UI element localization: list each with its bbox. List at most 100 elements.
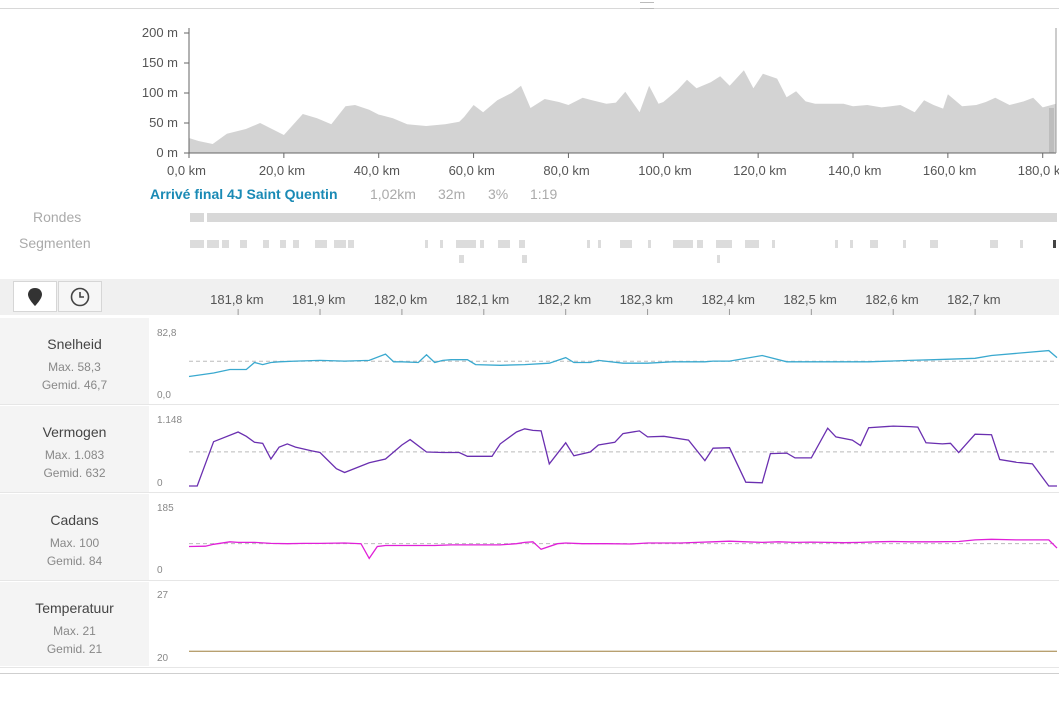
segment-block[interactable] <box>587 240 590 248</box>
power-line <box>189 425 1057 487</box>
segment-block[interactable] <box>930 240 938 248</box>
elevation-x-tick: 40,0 km <box>353 163 400 178</box>
cadence-title: Cadans <box>50 512 99 528</box>
segment-block[interactable] <box>348 240 354 248</box>
segment-block[interactable] <box>222 240 229 248</box>
segment-grade: 3% <box>488 186 509 202</box>
cadence-axis-bottom: 0 <box>157 565 163 576</box>
speed-avg: Gemid. 46,7 <box>41 378 108 392</box>
power-title: Vermogen <box>42 424 107 440</box>
segment-time: 1:19 <box>530 186 558 202</box>
segment-block[interactable] <box>440 240 443 248</box>
cadence-avg: Gemid. 84 <box>46 554 103 568</box>
elevation-y-tick: 150 m <box>141 55 178 70</box>
elevation-chart[interactable] <box>0 10 1059 185</box>
elevation-x-tick: 60,0 km <box>448 163 495 178</box>
segment-block[interactable] <box>673 240 693 248</box>
elevation-x-tick: 160,0 km <box>922 163 977 178</box>
cadence-panel: Cadans Max. 100 Gemid. 84 <box>0 494 149 580</box>
segment-block[interactable] <box>207 240 219 248</box>
segment-block[interactable] <box>293 240 299 248</box>
segment-block[interactable] <box>648 240 651 248</box>
speed-panel: Snelheid Max. 58,3 Gemid. 46,7 <box>0 318 149 404</box>
detail-toolbar <box>0 279 1059 315</box>
segment-block[interactable] <box>850 240 853 248</box>
segment-block[interactable] <box>480 240 484 248</box>
temperature-avg: Gemid. 21 <box>46 642 103 656</box>
segment-block[interactable] <box>315 240 327 248</box>
temperature-max: Max. 21 <box>53 624 96 638</box>
map-pin-icon <box>28 287 42 306</box>
elevation-x-tick: 140,0 km <box>828 163 882 178</box>
elevation-x-tick: 100,0 km <box>638 163 692 178</box>
detail-x-tick: 182,3 km <box>619 292 674 307</box>
segment-block[interactable] <box>1020 240 1023 248</box>
time-mode-button[interactable] <box>58 281 102 312</box>
segment-block[interactable] <box>190 240 204 248</box>
speed-line <box>188 349 1058 378</box>
lap-bar[interactable] <box>207 213 1057 222</box>
elevation-x-tick: 180,0 km <box>1017 163 1059 178</box>
segment-block[interactable] <box>334 240 346 248</box>
lap-bar[interactable] <box>190 213 204 222</box>
segment-block[interactable] <box>498 240 510 248</box>
resize-grip-icon[interactable] <box>640 2 654 9</box>
cadence-line <box>188 538 1058 560</box>
segment-block[interactable] <box>425 240 428 248</box>
detail-x-tick: 182,7 km <box>947 292 1001 307</box>
segment-block[interactable] <box>519 240 525 248</box>
segment-elevation: 32m <box>438 186 466 202</box>
speed-max: Max. 58,3 <box>48 360 101 374</box>
segment-block[interactable] <box>772 240 775 248</box>
temperature-title: Temperatuur <box>35 600 114 616</box>
segment-block[interactable] <box>903 240 906 248</box>
power-avg: Gemid. 632 <box>43 466 106 480</box>
segment-block[interactable] <box>745 240 759 248</box>
segment-block[interactable] <box>598 240 601 248</box>
speed-axis-top: 82,8 <box>157 328 177 339</box>
segments-label: Segmenten <box>19 235 91 251</box>
detail-x-tick: 181,9 km <box>292 292 346 307</box>
clock-icon <box>70 287 90 306</box>
segment-block[interactable] <box>870 240 878 248</box>
elevation-x-tick: 120,0 km <box>733 163 787 178</box>
power-axis-bottom: 0 <box>157 478 163 489</box>
segment-block[interactable] <box>620 240 632 248</box>
segment-block[interactable] <box>456 240 476 248</box>
detail-x-tick: 182,6 km <box>865 292 919 307</box>
segment-block[interactable] <box>263 240 269 248</box>
segment-block[interactable] <box>280 240 286 248</box>
segment-block[interactable] <box>717 255 720 263</box>
elevation-x-tick: 0,0 km <box>167 163 207 178</box>
segment-name[interactable]: Arrivé final 4J Saint Quentin <box>150 186 338 202</box>
segment-block[interactable] <box>1053 240 1056 248</box>
detail-x-tick: 182,5 km <box>783 292 837 307</box>
segment-block[interactable] <box>240 240 247 248</box>
detail-x-tick: 182,1 km <box>455 292 510 307</box>
segment-block[interactable] <box>835 240 838 248</box>
segment-distance: 1,02km <box>370 186 416 202</box>
cadence-axis-top: 185 <box>157 503 174 514</box>
segment-block[interactable] <box>697 240 703 248</box>
cadence-max: Max. 100 <box>49 536 100 550</box>
power-max: Max. 1.083 <box>44 448 105 462</box>
segment-block[interactable] <box>990 240 998 248</box>
laps-label: Rondes <box>33 209 82 225</box>
window-top-border <box>0 8 1059 9</box>
elevation-y-tick: 0 m <box>156 145 178 160</box>
segment-block[interactable] <box>716 240 732 248</box>
temperature-axis-bottom: 20 <box>157 653 169 664</box>
detail-x-tick: 182,4 km <box>701 292 755 307</box>
elevation-area <box>189 70 1056 153</box>
power-axis-top: 1.148 <box>157 415 183 426</box>
segment-highlight <box>1049 108 1054 153</box>
bottom-border <box>0 673 1059 674</box>
segment-block[interactable] <box>522 255 527 263</box>
row-divider <box>0 404 1059 405</box>
speed-title: Snelheid <box>47 336 102 352</box>
distance-mode-button[interactable] <box>13 281 57 312</box>
elevation-y-tick: 200 m <box>141 25 178 40</box>
elevation-x-tick: 80,0 km <box>543 163 590 178</box>
segment-block[interactable] <box>459 255 464 263</box>
